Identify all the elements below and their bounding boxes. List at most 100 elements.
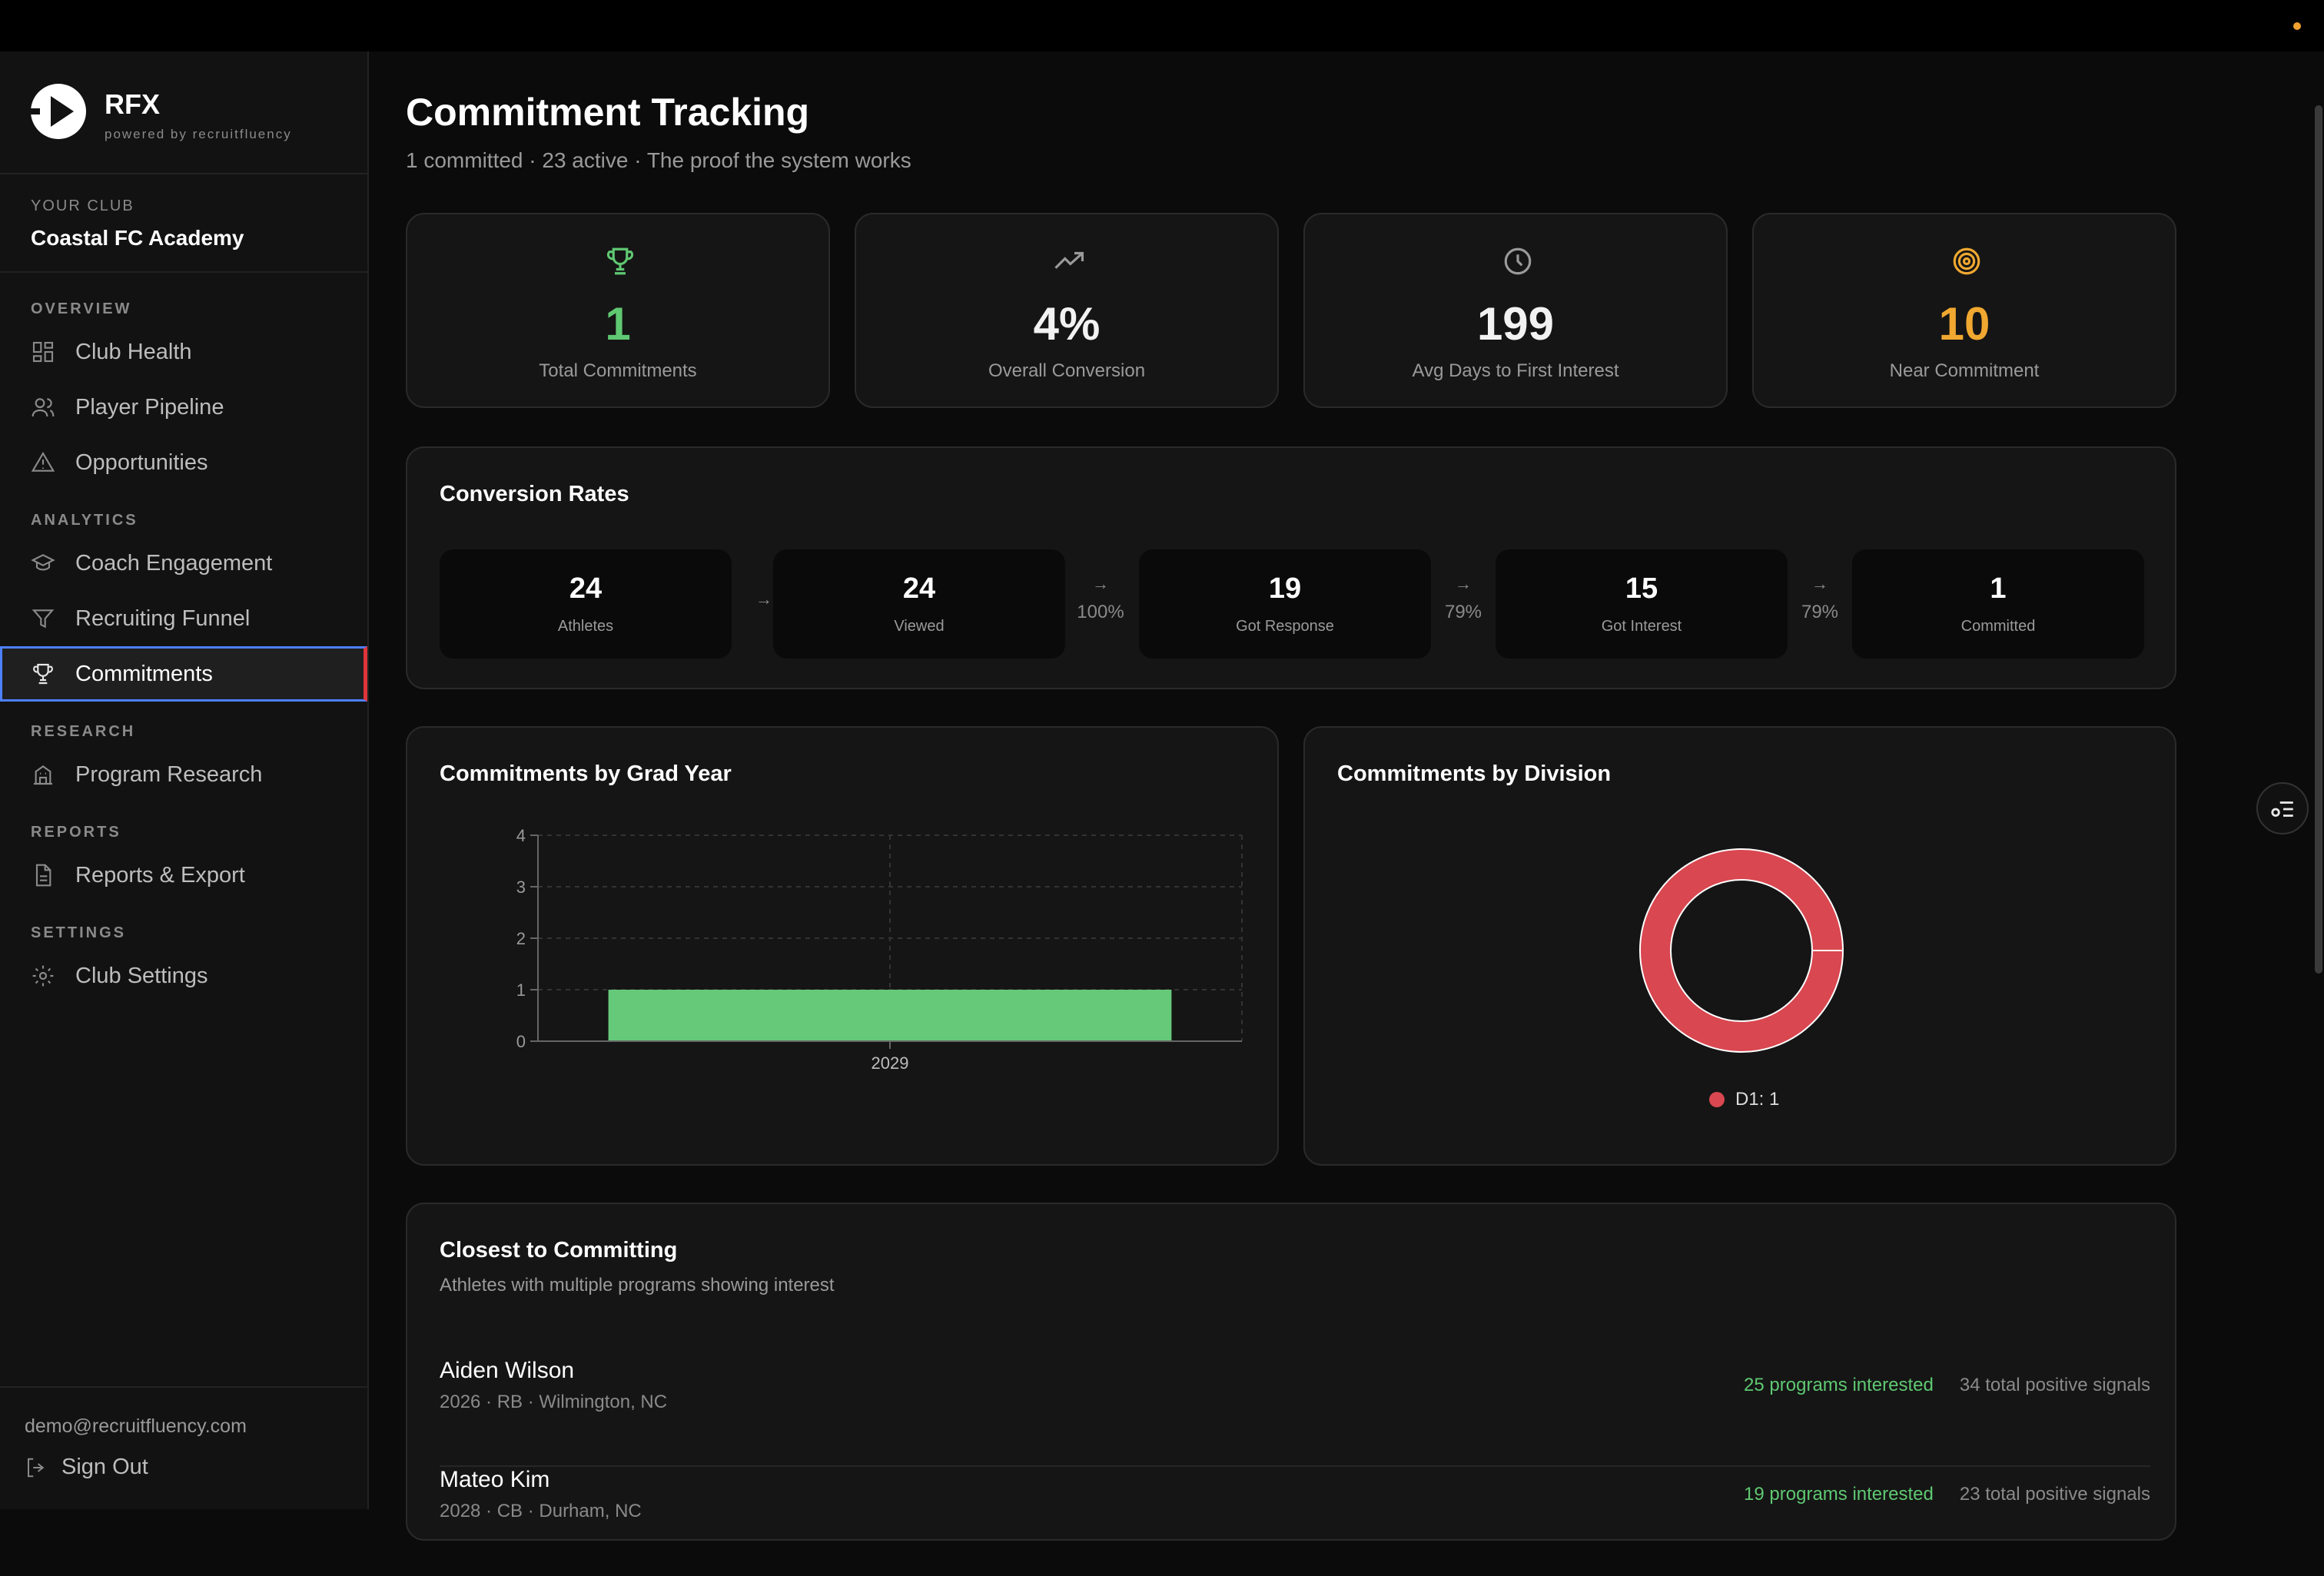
positive-signals: 34 total positive signals — [1959, 1375, 2150, 1395]
nav-label: Program Research — [75, 761, 263, 787]
nav-label: Coach Engagement — [75, 550, 273, 576]
card-title: Commitments by Division — [1337, 761, 1612, 786]
trending-up-icon — [1054, 251, 1084, 269]
file-text-icon — [35, 864, 51, 887]
nav-section-analytics: ANALYTICS — [31, 512, 138, 529]
programs-interested: 19 programs interested — [1744, 1484, 1934, 1505]
nav-item-opportunities[interactable]: Opportunities — [0, 435, 367, 490]
athlete-stats: 19 programs interested 23 total positive… — [1744, 1484, 2150, 1505]
stage-label: Got Interest — [1601, 618, 1682, 635]
athlete-row[interactable]: Mateo Kim 2028 · CB · Durham, NC 19 prog… — [440, 1467, 2150, 1576]
grad-year-chart-card: Commitments by Grad Year 0 1 2 3 4 2029 — [406, 726, 1279, 1166]
nav-label: Reports & Export — [75, 862, 245, 888]
trophy-icon — [33, 663, 53, 685]
sidebar: RFX powered by recruitfluency YOUR CLUB … — [0, 51, 369, 1509]
stat-label: Overall Conversion — [988, 360, 1146, 381]
y-tick-label: 1 — [516, 980, 526, 1000]
funnel-connector: → 100% — [1070, 574, 1131, 623]
nav-item-reports-export[interactable]: Reports & Export — [0, 848, 367, 903]
nav-item-coach-engagement[interactable]: Coach Engagement — [0, 536, 367, 591]
stat-label: Near Commitment — [1889, 360, 2040, 381]
athlete-meta: 2026 · RB · Wilmington, NC — [440, 1392, 668, 1412]
stat-value: 1 — [605, 298, 631, 350]
nav-section-settings: SETTINGS — [31, 924, 127, 941]
legend-swatch — [1709, 1092, 1725, 1107]
funnel-connector: → 79% — [1433, 574, 1494, 623]
stage-value: 24 — [569, 572, 603, 605]
donut-slice — [1638, 848, 1844, 1053]
athlete-name: Aiden Wilson — [440, 1358, 575, 1383]
stage-label: Got Response — [1236, 618, 1334, 635]
athlete-name: Mateo Kim — [440, 1467, 550, 1492]
page-title: Commitment Tracking — [406, 91, 810, 134]
funnel-icon — [32, 609, 55, 629]
arrow-right-icon: → — [755, 589, 772, 609]
scrollbar-thumb[interactable] — [2315, 105, 2322, 974]
funnel-stage-got-response: 19 Got Response — [1139, 549, 1431, 659]
top-bar — [0, 0, 2324, 51]
nav-section-research: RESEARCH — [31, 723, 136, 740]
card-title: Commitments by Grad Year — [440, 761, 732, 786]
card-subtitle: Athletes with multiple programs showing … — [440, 1275, 835, 1296]
card-title: Conversion Rates — [440, 482, 629, 506]
log-out-icon — [28, 1458, 45, 1477]
nav-label: Player Pipeline — [75, 394, 224, 420]
nav-item-program-research[interactable]: Program Research — [0, 747, 367, 802]
stage-value: 19 — [1268, 572, 1302, 605]
stat-card-overall-conversion: 4% Overall Conversion — [855, 213, 1279, 408]
grad-year-bar-chart: 0 1 2 3 4 2029 — [516, 826, 1243, 1073]
nav-item-recruiting-funnel[interactable]: Recruiting Funnel — [0, 591, 367, 646]
nav-label: Commitments — [75, 661, 213, 686]
stat-card-total-commitments: 1 Total Commitments — [406, 213, 830, 408]
club-label: YOUR CLUB — [31, 197, 134, 214]
rfx-logo-icon — [31, 84, 86, 139]
athlete-stats: 25 programs interested 34 total positive… — [1744, 1375, 2150, 1396]
brand-name: RFX — [105, 88, 160, 120]
funnel-stage-viewed: 24 Viewed — [773, 549, 1065, 659]
brand-header[interactable]: RFX powered by recruitfluency — [0, 51, 367, 174]
nav-label: Club Settings — [75, 963, 208, 988]
club-name: Coastal FC Academy — [31, 226, 244, 250]
funnel-stage-got-interest: 15 Got Interest — [1496, 549, 1788, 659]
stat-label: Total Commitments — [539, 360, 697, 381]
target-icon — [1953, 247, 1980, 275]
bar — [608, 990, 1172, 1041]
clock-icon — [1504, 247, 1532, 275]
sidebar-footer: demo@recruitfluency.com Sign Out — [0, 1386, 367, 1509]
funnel-stage-athletes: 24 Athletes — [440, 549, 732, 659]
stat-label: Avg Days to First Interest — [1412, 360, 1619, 381]
y-tick-label: 0 — [516, 1032, 526, 1051]
division-chart-card: Commitments by Division D1: 1 — [1303, 726, 2176, 1166]
funnel-stage-committed: 1 Committed — [1852, 549, 2144, 659]
page-subtitle: 1 committed · 23 active · The proof the … — [406, 148, 911, 172]
sign-out-label: Sign Out — [61, 1455, 148, 1479]
nav-item-club-settings[interactable]: Club Settings — [0, 948, 367, 1004]
gear-icon — [32, 965, 54, 987]
nav-label: Club Health — [75, 339, 192, 364]
notification-dot — [2293, 22, 2301, 30]
arrow-right-icon: → — [1455, 574, 1472, 593]
list-settings-icon — [2271, 801, 2293, 817]
stage-label: Athletes — [557, 618, 614, 635]
conversion-rate: 79% — [1444, 602, 1482, 622]
floating-menu-button[interactable] — [2256, 782, 2309, 834]
nav-item-club-health[interactable]: Club Health — [0, 324, 367, 380]
building-icon — [34, 765, 52, 785]
brand-subtitle: powered by recruitfluency — [105, 127, 292, 141]
programs-interested: 25 programs interested — [1744, 1375, 1934, 1395]
club-info: YOUR CLUB Coastal FC Academy — [0, 174, 367, 273]
stage-value: 1 — [1990, 572, 2007, 605]
athlete-row[interactable]: Aiden Wilson 2026 · RB · Wilmington, NC … — [440, 1358, 2150, 1467]
scrollbar-track[interactable] — [2313, 51, 2324, 1509]
nav-item-player-pipeline[interactable]: Player Pipeline — [0, 380, 367, 435]
card-title: Closest to Committing — [440, 1238, 678, 1262]
sign-out-button[interactable]: Sign Out — [25, 1455, 367, 1480]
conversion-rate: 79% — [1801, 602, 1839, 622]
nav-section-overview: OVERVIEW — [31, 300, 132, 317]
nav-section-reports: REPORTS — [31, 824, 121, 841]
conversion-rates-card: Conversion Rates 24 Athletes → 24 Viewed… — [406, 446, 2176, 689]
stage-value: 24 — [902, 572, 936, 605]
conversion-rate: 100% — [1077, 602, 1124, 622]
legend-label: D1: 1 — [1735, 1089, 1780, 1110]
nav-item-commitments[interactable]: Commitments — [0, 646, 367, 702]
